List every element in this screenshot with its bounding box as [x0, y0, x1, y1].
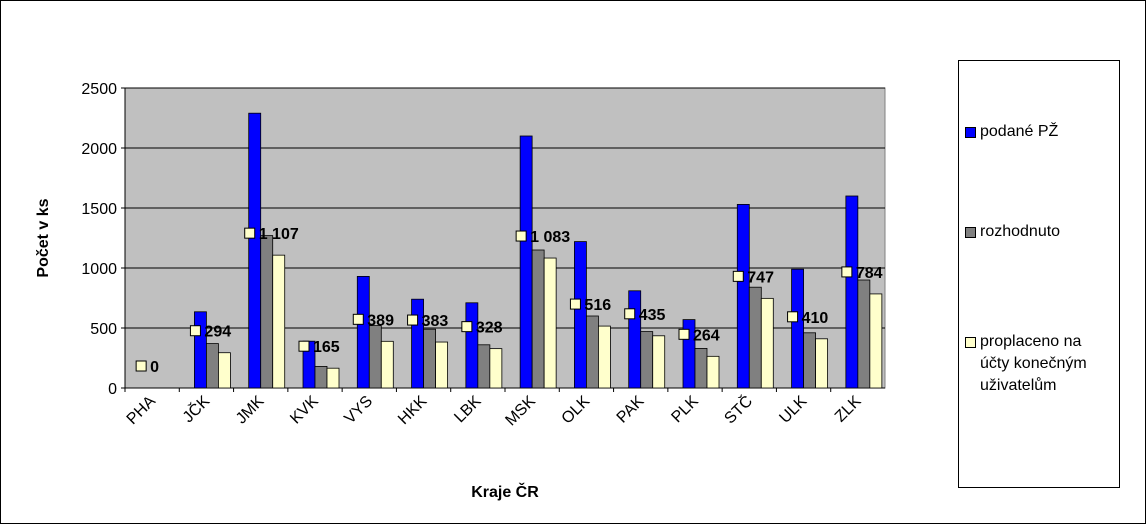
data-marker [189, 325, 201, 337]
data-marker [624, 308, 636, 320]
data-marker [135, 360, 147, 372]
bar [748, 286, 762, 389]
data-marker [841, 266, 853, 278]
data-label: 383 [422, 313, 449, 330]
data-label: 747 [747, 269, 774, 286]
legend-swatch [965, 227, 976, 238]
bar [640, 331, 654, 389]
bar [652, 335, 666, 389]
data-label: 1 083 [530, 229, 570, 246]
data-marker [352, 313, 364, 325]
bar [869, 293, 883, 389]
legend-swatch [965, 127, 976, 138]
data-marker [298, 340, 310, 352]
bar [815, 338, 828, 389]
data-label: 784 [856, 265, 883, 282]
data-marker [787, 311, 799, 323]
legend-label: rozhodnuto [980, 223, 1061, 240]
bar [791, 268, 804, 389]
bar [326, 367, 340, 389]
data-marker [461, 321, 473, 333]
bar [519, 135, 533, 389]
data-label: 294 [204, 324, 231, 341]
bar [598, 325, 611, 389]
bar [706, 355, 720, 389]
bar [760, 297, 774, 389]
bar [218, 352, 231, 389]
bar [435, 341, 448, 389]
bar [531, 249, 545, 389]
y-tick-label: 1000 [81, 261, 117, 278]
bar [489, 348, 503, 389]
data-label: 516 [584, 297, 611, 314]
x-axis-title: Kraje ČR [471, 482, 539, 501]
bar [694, 347, 708, 389]
data-label: 410 [802, 310, 829, 327]
bar [380, 340, 394, 389]
bar [465, 302, 479, 389]
y-axis-title: Počet v ks [35, 198, 52, 277]
bar [368, 325, 382, 389]
y-tick-label: 500 [90, 321, 117, 338]
data-label: 1 107 [259, 226, 299, 243]
data-marker [515, 230, 527, 242]
bar [736, 203, 750, 389]
legend-item: rozhodnuto [965, 221, 1115, 243]
y-tick-label: 2000 [81, 141, 117, 158]
bar [248, 112, 262, 389]
legend-swatch [965, 337, 976, 348]
legend-label: proplaceno na účty konečným uživatelům [980, 333, 1087, 394]
legend-item: podané PŽ [965, 121, 1115, 143]
data-label: 264 [693, 327, 720, 344]
data-label: 389 [367, 312, 394, 329]
data-marker [407, 314, 419, 326]
bar [206, 343, 219, 389]
data-label: 0 [150, 359, 159, 376]
bar [803, 332, 816, 389]
bar [356, 275, 370, 389]
bar [260, 235, 274, 389]
bar [845, 195, 859, 389]
data-label: 165 [313, 339, 340, 356]
y-tick-label: 0 [108, 381, 117, 398]
legend-item: proplaceno na účty konečným uživatelům [965, 331, 1115, 397]
data-marker [569, 298, 581, 310]
data-marker [732, 270, 744, 282]
legend: podané PŽ rozhodnuto proplaceno na účty ko… [958, 60, 1120, 488]
data-label: 328 [476, 320, 503, 337]
data-marker [678, 328, 690, 340]
bar [857, 279, 871, 389]
bar [628, 290, 642, 389]
bar [314, 365, 328, 389]
bar [574, 241, 587, 389]
y-tick-label: 1500 [81, 201, 117, 218]
bar [477, 344, 491, 389]
bar [272, 254, 286, 389]
bar [543, 257, 557, 389]
bar [423, 328, 436, 389]
bar [586, 315, 599, 389]
data-marker [244, 227, 256, 239]
y-tick-label: 2500 [81, 81, 117, 98]
data-label: 435 [639, 307, 666, 324]
legend-label: podané PŽ [980, 123, 1059, 140]
